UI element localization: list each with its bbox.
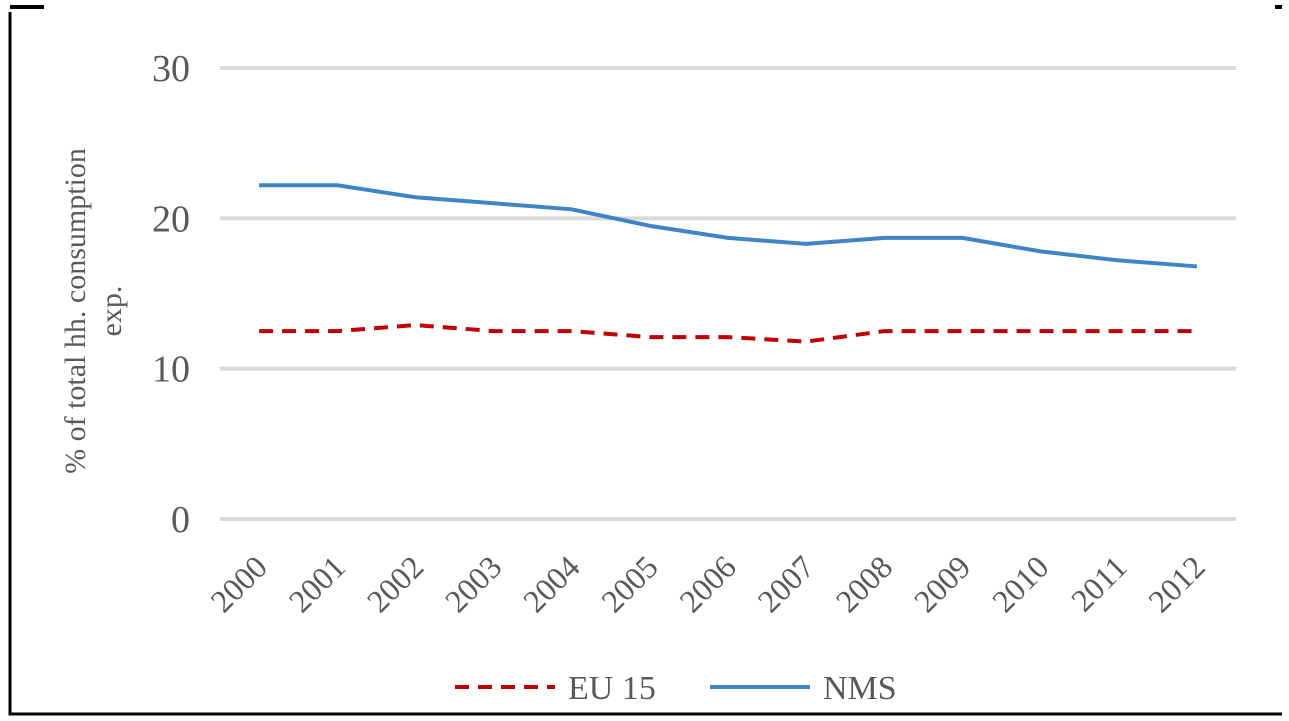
x-tick-label: 2002 xyxy=(360,548,431,619)
x-tick-label: 2001 xyxy=(281,548,352,619)
x-tick-label: 2010 xyxy=(985,548,1056,619)
x-tick-label: 2007 xyxy=(750,548,821,619)
y-axis-label: % of total hh. consumption exp. xyxy=(59,148,128,474)
x-tick-label: 2008 xyxy=(829,548,900,619)
series-line xyxy=(259,183,1198,269)
x-tick-label: 2004 xyxy=(516,548,587,619)
legend-label: EU 15 xyxy=(568,670,656,707)
legend-label: NMS xyxy=(823,670,897,707)
x-tick-label: 2003 xyxy=(438,548,509,619)
frame xyxy=(8,12,1282,716)
y-tick-label: 20 xyxy=(152,198,190,240)
x-tick-label: 2012 xyxy=(1141,548,1212,619)
y-tick-label: 10 xyxy=(152,349,190,391)
y-tick-label: 0 xyxy=(171,499,190,541)
x-tick-label: 2011 xyxy=(1064,548,1134,618)
series-line xyxy=(259,323,1197,344)
x-tick-label: 2000 xyxy=(203,548,274,619)
x-tick-label: 2009 xyxy=(907,548,978,619)
x-tick-label: 2005 xyxy=(594,548,665,619)
x-tick-label: 2006 xyxy=(672,548,743,619)
y-tick-label: 30 xyxy=(152,48,190,90)
